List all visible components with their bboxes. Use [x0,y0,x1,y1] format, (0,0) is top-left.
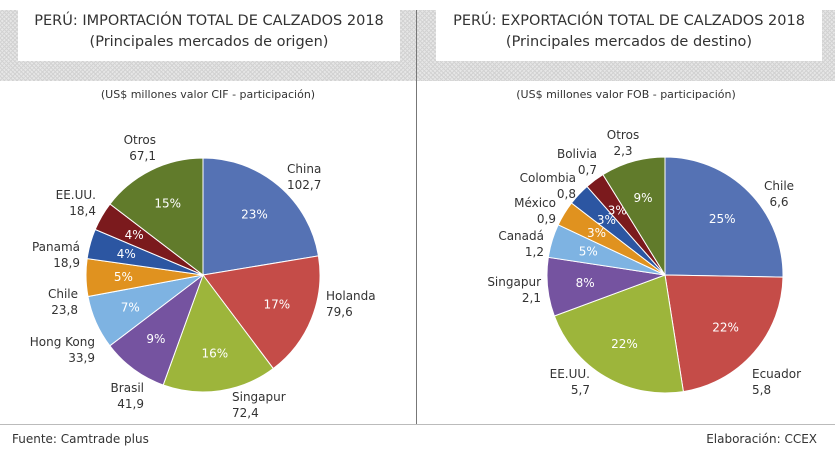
pie-percent-label: 9% [146,332,165,346]
left-chart-subtitle: (Principales mercados de origen) [89,34,329,50]
left-title-box: PERÚ: IMPORTACIÓN TOTAL DE CALZADOS 2018… [18,10,400,61]
label-singapur-exp: Singapur 2,1 [487,275,541,305]
pie-percent-label: 3% [597,213,616,227]
pie-slice-ecuador [664,274,784,393]
left-chart-title: PERÚ: IMPORTACIÓN TOTAL DE CALZADOS 2018 [34,13,384,29]
footer-source: Fuente: Camtrade plus [12,432,149,446]
right-chart-subtitle: (Principales mercados de destino) [505,34,753,50]
pie-slice-holanda [202,255,321,370]
label-ecuador: Ecuador 5,8 [752,367,802,397]
divider [416,10,417,424]
label-chile: Chile 23,8 [47,287,78,317]
pie-percent-label: 5% [579,245,598,259]
label-canada: Canadá 1,2 [498,229,544,259]
footer-rule [0,424,835,425]
label-china: China 102,7 [287,162,322,192]
right-title-box: PERÚ: EXPORTACIÓN TOTAL DE CALZADOS 2018… [436,10,822,61]
pie-slice-china [202,157,320,276]
pie-percent-label: 5% [114,270,133,284]
pie-percent-label: 4% [125,228,144,242]
right-chart-title: PERÚ: EXPORTACIÓN TOTAL DE CALZADOS 2018 [453,13,805,29]
label-chile-exp: Chile 6,6 [764,179,795,209]
pie-percent-label: 25% [709,212,736,226]
label-mexico: México 0,9 [514,196,556,226]
pie-percent-label: 4% [117,247,136,261]
footer-credit: Elaboración: CCEX [706,432,817,446]
pie-percent-label: 17% [264,298,291,312]
pie-percent-label: 16% [201,347,228,361]
pie-slice-otros [109,157,204,277]
label-eeuu-exp: EE.UU. 5,7 [549,367,590,397]
left-unit-note: (US$ millones valor CIF - participación) [100,88,316,101]
pie-slice-chile [664,156,784,278]
pie-percent-label: 9% [634,191,653,205]
pie-percent-label: 23% [241,207,268,221]
label-otros: Otros 67,1 [123,133,156,163]
label-singapur: Singapur 72,4 [232,390,286,420]
label-holanda: Holanda 79,6 [326,289,376,319]
pie-percent-label: 22% [611,337,638,351]
pie-percent-label: 3% [587,226,606,240]
pie-percent-label: 7% [121,300,140,314]
pie-percent-label: 8% [576,276,595,290]
label-colombia: Colombia 0,8 [519,171,576,201]
label-eeuu: EE.UU. 18,4 [55,188,96,218]
pie-slice-singapur [162,273,274,393]
pie-percent-label: 15% [154,197,181,211]
label-otros-exp: Otros 2,3 [606,128,640,158]
pie-slice-otros [602,156,666,277]
label-hong-kong: Hong Kong 33,9 [29,335,95,365]
label-brasil: Brasil 41,9 [110,381,144,411]
label-bolivia: Bolivia 0,7 [556,147,597,177]
label-panama: Panamá 18,9 [31,240,80,270]
right-unit-note: (US$ millones valor FOB - participación) [516,88,736,101]
pie-percent-label: 22% [712,321,739,335]
pie-percent-label: 3% [608,204,627,218]
